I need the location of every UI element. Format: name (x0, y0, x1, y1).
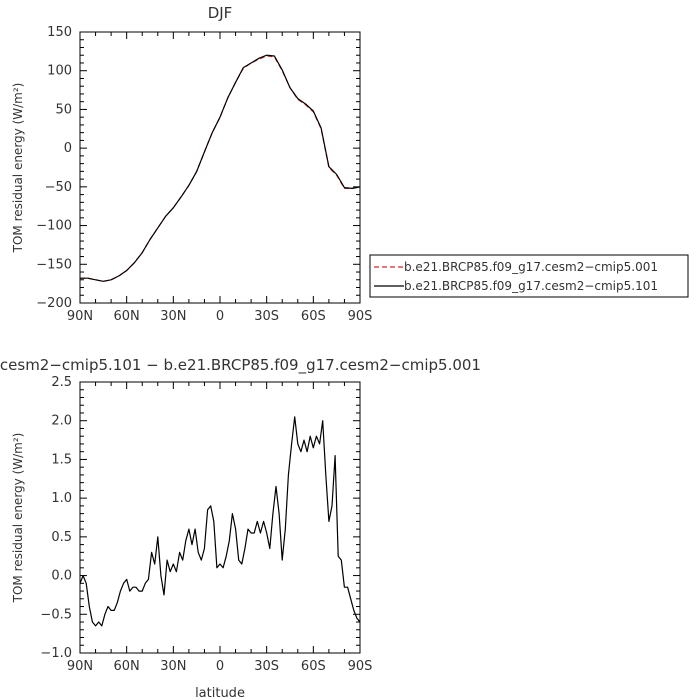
x-tick-label: 90N (67, 659, 93, 674)
x-tick-label: 60S (301, 309, 326, 324)
y-tick-label: 100 (47, 64, 72, 79)
x-tick-label: 60N (114, 659, 140, 674)
chart-title: DJF (208, 4, 233, 22)
plot-frame (79, 31, 361, 304)
x-tick-label: 30S (254, 659, 279, 674)
chart-panel-1: DJF TOM residual energy (W/m²) −200 −150 −10… (11, 4, 689, 324)
y-tick-label: −100 (36, 219, 72, 234)
x-tick-label: 30N (160, 309, 186, 324)
x-tick-label: 0 (216, 659, 224, 674)
y-axis-label: TOM residual energy (W/m²) (11, 433, 25, 604)
plot-frame (79, 381, 361, 654)
y-tick-label: 1.5 (51, 452, 72, 467)
y-tick-label: −150 (36, 257, 72, 272)
x-tick-label: 30N (160, 659, 186, 674)
x-tick-label: 0 (216, 309, 224, 324)
x-axis-label: latitude (195, 686, 245, 700)
y-tick-label: −200 (36, 296, 72, 311)
x-tick-label: 30S (254, 309, 279, 324)
chart-title: _g17.cesm2−cmip5.101 − b.e21.BRCP85.f09_… (0, 356, 481, 375)
y-axis-label: TOM residual energy (W/m²) (11, 83, 25, 254)
y-tick-label: 150 (47, 25, 72, 40)
x-tick-label: 90N (67, 309, 93, 324)
legend: b.e21.BRCP85.f09_g17.cesm2−cmip5.001 b.e2… (369, 254, 689, 298)
x-tick-label: 90S (348, 659, 373, 674)
y-tick-label: 50 (55, 102, 72, 117)
y-tick-label: −50 (45, 180, 72, 195)
y-tick-label: 0.0 (51, 569, 72, 584)
legend-label: b.e21.BRCP85.f09_g17.cesm2−cmip5.001 (404, 260, 658, 274)
series-line-1 (80, 55, 361, 282)
legend-label: b.e21.BRCP85.f09_g17.cesm2−cmip5.101 (404, 279, 658, 293)
x-tick-label: 60N (114, 309, 140, 324)
y-tick-label: 2.5 (51, 375, 72, 390)
x-tick-label: 60S (301, 659, 326, 674)
series-line-1 (79, 416, 361, 627)
y-tick-label: 0 (64, 141, 72, 156)
x-tick-label: 90S (348, 309, 373, 324)
y-tick-label: 0.5 (51, 530, 72, 545)
series-line-2 (80, 54, 361, 282)
chart-panel-2: _g17.cesm2−cmip5.101 − b.e21.BRCP85.f09_… (0, 356, 481, 700)
y-tick-label: −0.5 (40, 607, 72, 622)
y-tick-label: −1.0 (40, 646, 72, 661)
y-tick-label: 1.0 (51, 491, 72, 506)
y-tick-label: 2.0 (51, 414, 72, 429)
legend-box (369, 254, 689, 298)
